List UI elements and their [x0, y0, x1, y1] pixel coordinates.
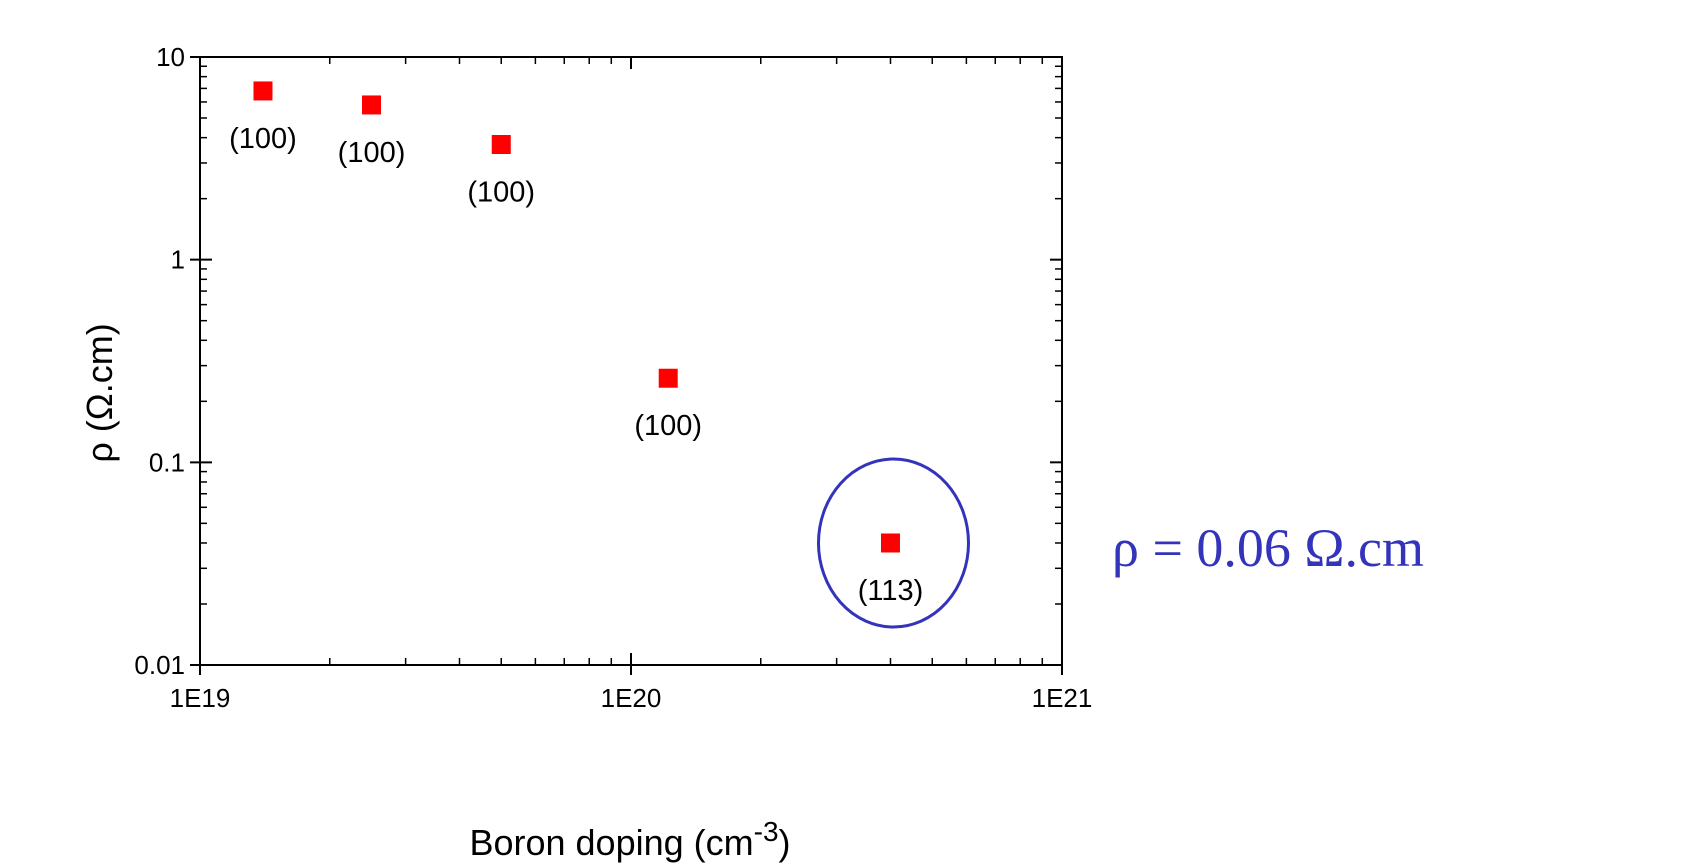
highlight-ellipse: [816, 457, 970, 629]
y-axis-title: ρ (Ω.cm): [79, 323, 120, 462]
x-axis-title-superscript: -3: [754, 816, 779, 847]
point-labels: (100) (100) (100) (100) (113): [229, 123, 923, 607]
point-label: (100): [634, 410, 702, 442]
annotation-text: ρ = 0.06 Ω.cm: [1112, 518, 1424, 578]
x-axis-title: Boron doping (cm-3): [469, 816, 790, 863]
data-point: [253, 81, 273, 101]
y-tick-label: 1: [171, 245, 185, 275]
data-point: [658, 368, 678, 388]
x-axis-title-suffix: ): [779, 822, 791, 863]
plot-frame: [199, 56, 1063, 666]
x-tick-label: 1E19: [170, 683, 231, 713]
y-tick-label: 0.01: [134, 650, 185, 680]
x-tick-label: 1E20: [601, 683, 662, 713]
y-tick-labels: 10 1 0.1 0.01: [134, 42, 185, 680]
point-label: (113): [858, 575, 924, 607]
minor-ticks: [200, 57, 1062, 665]
point-label: (100): [467, 177, 535, 209]
data-point: [880, 533, 900, 553]
y-tick-label: 0.1: [149, 447, 185, 477]
x-axis-title-main: Boron doping (cm: [469, 822, 753, 863]
data-points: [253, 81, 900, 553]
y-tick-label: 10: [156, 42, 185, 72]
point-label: (100): [338, 137, 406, 169]
x-tick-label: 1E21: [1032, 683, 1093, 713]
point-label: (100): [229, 123, 297, 155]
x-tick-labels: 1E19 1E20 1E21: [170, 683, 1093, 713]
data-point: [362, 95, 382, 115]
major-ticks: [190, 56, 1063, 675]
data-point: [491, 135, 511, 155]
